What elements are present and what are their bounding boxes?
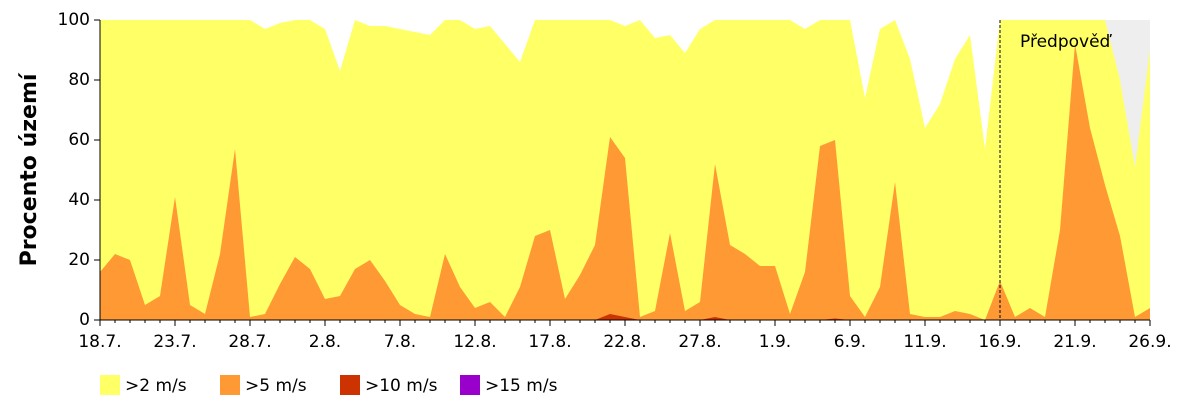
x-tick-label: 7.8. bbox=[384, 332, 416, 352]
legend-swatch bbox=[460, 375, 480, 395]
forecast-label: Předpověď bbox=[1020, 32, 1113, 52]
y-tick-label: 40 bbox=[68, 190, 90, 210]
y-tick-label: 0 bbox=[79, 310, 90, 330]
x-tick-label: 28.7. bbox=[228, 332, 271, 352]
legend-label: >5 m/s bbox=[245, 376, 307, 396]
x-tick-label: 6.9. bbox=[834, 332, 866, 352]
legend-label: >10 m/s bbox=[365, 376, 438, 396]
legend-label: >2 m/s bbox=[125, 376, 187, 396]
x-tick-label: 1.9. bbox=[759, 332, 791, 352]
x-tick-label: 12.8. bbox=[453, 332, 496, 352]
legend-swatch bbox=[100, 375, 120, 395]
x-tick-label: 27.8. bbox=[678, 332, 721, 352]
legend-swatch bbox=[220, 375, 240, 395]
x-tick-label: 18.7. bbox=[78, 332, 121, 352]
area bbox=[100, 314, 1150, 320]
area bbox=[100, 44, 1150, 320]
x-tick-label: 26.9. bbox=[1128, 332, 1171, 352]
y-tick-label: 100 bbox=[58, 10, 90, 30]
x-tick-label: 11.9. bbox=[903, 332, 946, 352]
legend-label: >15 m/s bbox=[485, 376, 558, 396]
legend-swatch bbox=[340, 375, 360, 395]
y-axis-label: Procento území bbox=[17, 72, 42, 266]
x-tick-label: 17.8. bbox=[528, 332, 571, 352]
x-tick-label: 23.7. bbox=[153, 332, 196, 352]
x-tick-label: 21.9. bbox=[1053, 332, 1096, 352]
x-tick-label: 22.8. bbox=[603, 332, 646, 352]
y-tick-label: 20 bbox=[68, 250, 90, 270]
y-tick-label: 60 bbox=[68, 130, 90, 150]
x-tick-label: 16.9. bbox=[978, 332, 1021, 352]
x-tick-label: 2.8. bbox=[309, 332, 341, 352]
y-tick-label: 80 bbox=[68, 70, 90, 90]
